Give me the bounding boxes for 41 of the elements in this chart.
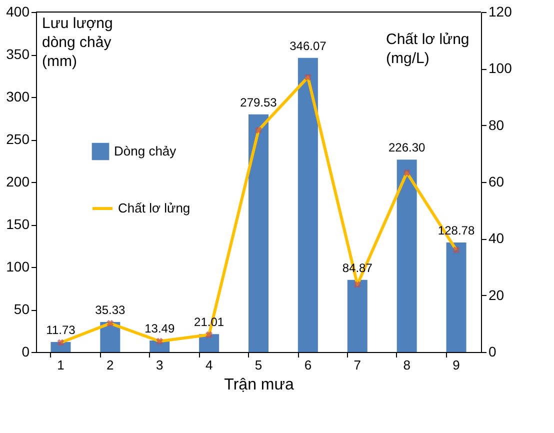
bar <box>347 280 368 352</box>
bar <box>396 160 417 352</box>
data-label: 35.33 <box>95 302 126 317</box>
y2-tick-label: 100 <box>488 60 512 76</box>
y2-tick-label: 80 <box>488 116 504 133</box>
y-tick-label: 300 <box>6 88 30 104</box>
y2-tick-label: 20 <box>488 286 504 303</box>
y2-axis-title: Chất lơ lửng (mg/L) <box>386 31 470 67</box>
legend-label: Dòng chảy <box>114 144 177 158</box>
y-tick-label: 50 <box>14 301 30 317</box>
x-tick-label: 3 <box>156 358 164 372</box>
y-tick-label: 0 <box>22 344 30 360</box>
x-tick-label: 2 <box>106 358 114 372</box>
data-label: 11.73 <box>46 323 76 338</box>
y2-tick-label: 60 <box>488 174 504 190</box>
x-tick-label: 7 <box>354 358 362 372</box>
x-tick-label: 4 <box>205 358 213 372</box>
x-tick-label: 6 <box>304 358 312 372</box>
y-axis-title: Lưu lượng dòng chảy (mm) <box>42 15 113 70</box>
y-tick-label: 250 <box>6 131 30 147</box>
y-tick-label: 350 <box>6 46 30 62</box>
bar <box>248 114 268 352</box>
y-tick-label: 400 <box>6 4 30 20</box>
y-tick-label: 200 <box>6 174 30 190</box>
x-tick-label: 9 <box>452 358 460 372</box>
y2-tick-label: 120 <box>488 4 512 20</box>
y2-tick-label: 40 <box>488 230 504 246</box>
x-tick-label: 8 <box>403 358 410 372</box>
x-tick-label: 1 <box>57 358 64 372</box>
data-label: 346.07 <box>290 38 327 53</box>
y2-tick-label: 0 <box>488 344 496 360</box>
x-axis-title: Trận mưa <box>224 376 294 394</box>
y-tick-label: 100 <box>6 258 30 274</box>
legend-label: Chất lơ lửng <box>118 200 190 216</box>
y-tick-label: 150 <box>6 216 30 232</box>
data-label: 13.49 <box>144 322 175 336</box>
bar <box>446 242 466 352</box>
bar <box>298 58 318 352</box>
data-label: 226.30 <box>388 140 426 155</box>
data-label: 279.53 <box>240 95 278 110</box>
x-tick-label: 5 <box>254 358 262 372</box>
